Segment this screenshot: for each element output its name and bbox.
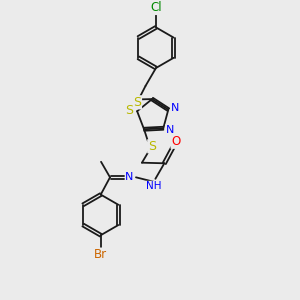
Text: Cl: Cl xyxy=(150,2,162,14)
Text: N: N xyxy=(166,125,174,135)
Text: S: S xyxy=(134,96,142,109)
Text: N: N xyxy=(171,103,179,113)
Text: N: N xyxy=(125,172,134,182)
Text: NH: NH xyxy=(146,181,162,191)
Text: Br: Br xyxy=(94,248,107,261)
Text: O: O xyxy=(171,135,180,148)
Text: S: S xyxy=(148,140,156,153)
Text: S: S xyxy=(125,104,133,117)
